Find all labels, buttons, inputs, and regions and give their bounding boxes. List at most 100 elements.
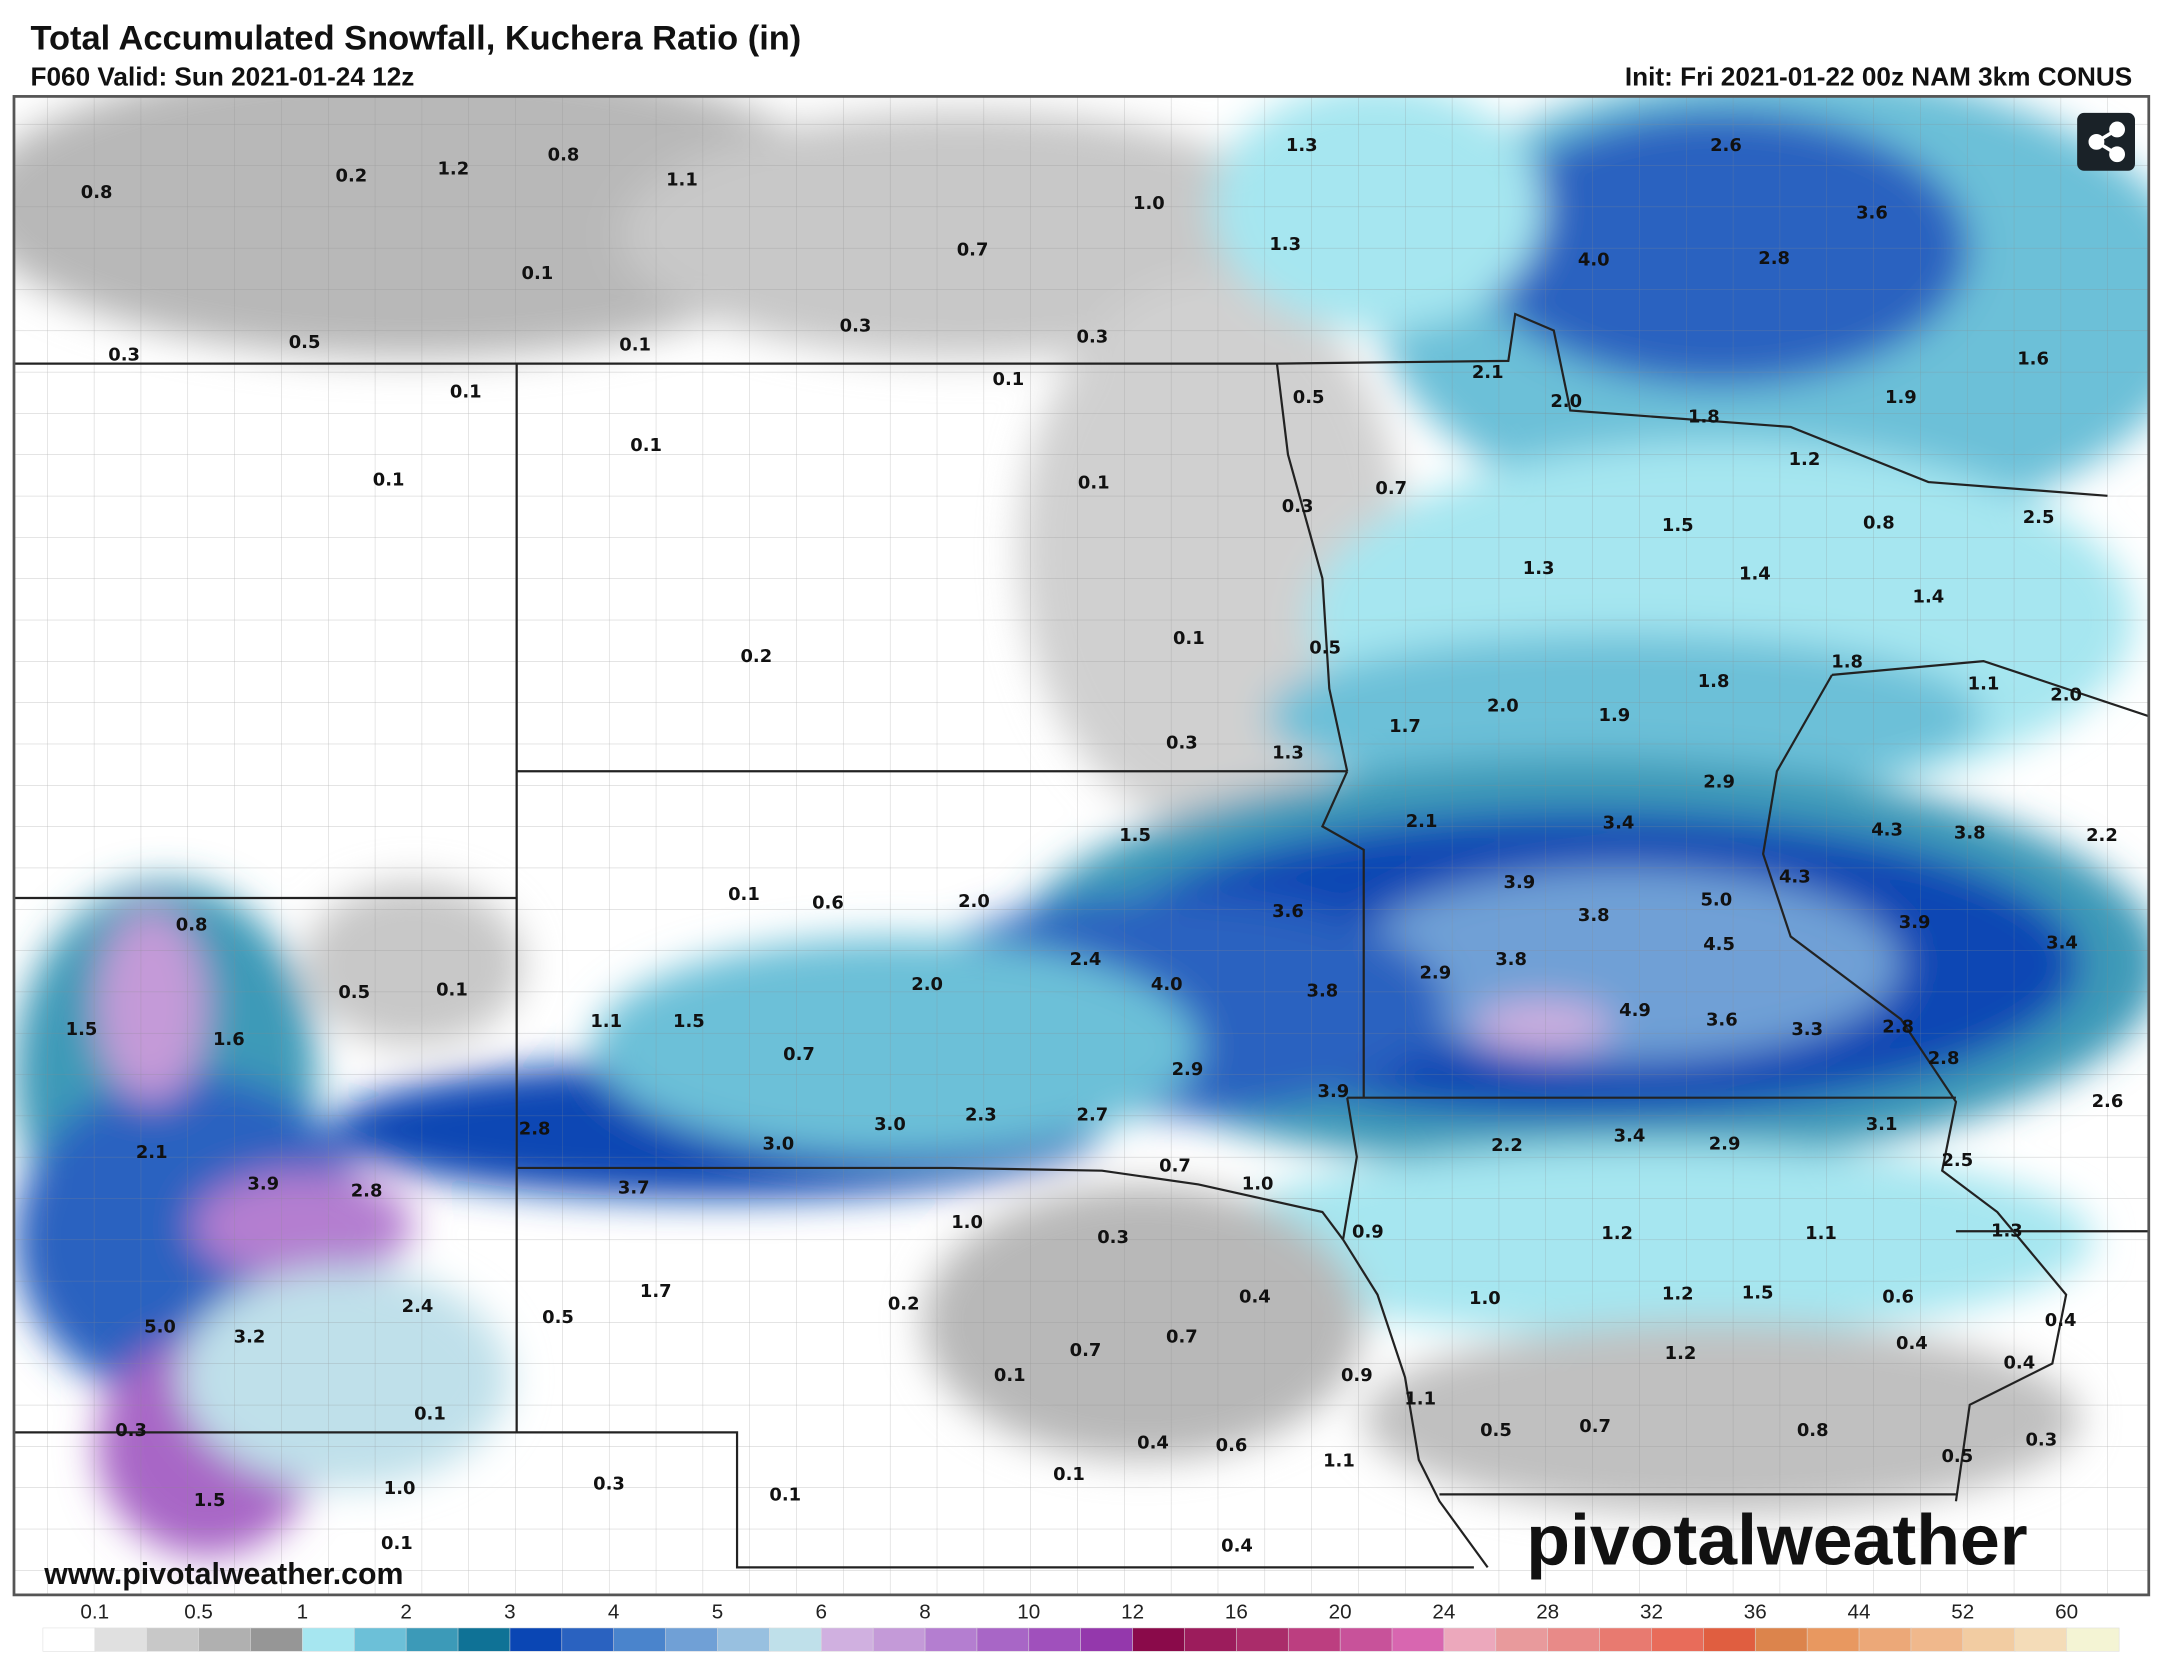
- snowfall-value-label: 0.1: [373, 470, 405, 491]
- snowfall-value-label: 1.5: [673, 1011, 705, 1032]
- snowfall-value-label: 0.7: [1375, 478, 1407, 499]
- snowfall-value-label: 1.9: [1885, 387, 1917, 408]
- snowfall-value-label: 1.2: [1789, 449, 1821, 470]
- snowfall-value-label: 3.3: [1791, 1019, 1823, 1040]
- snowfall-value-label: 2.1: [136, 1142, 168, 1163]
- snowfall-value-label: 0.8: [1863, 512, 1895, 533]
- snowfall-value-label: 1.7: [1389, 716, 1421, 737]
- watermark-url[interactable]: www.pivotalweather.com: [43, 1558, 403, 1591]
- snowfall-value-label: 0.3: [108, 344, 140, 365]
- snowfall-value-label: 0.1: [436, 979, 468, 1000]
- pivotalweather-logo: pivotalweather: [1526, 1501, 2027, 1581]
- legend-swatch: [42, 1627, 96, 1652]
- snowfall-value-label: 0.7: [783, 1044, 815, 1065]
- snowfall-value-label: 3.8: [1495, 949, 1527, 970]
- map-title: Total Accumulated Snowfall, Kuchera Rati…: [31, 20, 802, 58]
- legend-tick-label: 10: [1017, 1600, 1040, 1623]
- legend-tick-label: 52: [1951, 1600, 1974, 1623]
- snowfall-value-label: 3.6: [1856, 202, 1888, 223]
- legend-swatch: [302, 1627, 356, 1652]
- snowfall-value-label: 4.3: [1871, 820, 1903, 841]
- snowfall-value-label: 2.0: [958, 891, 990, 912]
- snowfall-value-label: 0.1: [1053, 1464, 1085, 1485]
- snowfall-value-label: 2.8: [1882, 1016, 1914, 1037]
- map-frame: [12, 95, 2151, 1597]
- snowfall-value-label: 0.7: [1070, 1340, 1102, 1361]
- snowfall-value-label: 3.7: [618, 1178, 650, 1199]
- snowfall-value-label: 0.8: [176, 915, 208, 936]
- snowfall-value-label: 1.8: [1698, 671, 1730, 692]
- snowfall-value-label: 1.8: [1688, 406, 1720, 427]
- legend-tick-label: 1: [297, 1600, 308, 1623]
- snowfall-value-label: 1.1: [590, 1011, 622, 1032]
- snowfall-value-label: 1.1: [1323, 1450, 1355, 1471]
- legend-swatch: [665, 1627, 719, 1652]
- legend-swatch: [1651, 1627, 1705, 1652]
- snowfall-value-label: 0.1: [728, 884, 760, 905]
- snowfall-value-label: 3.4: [1614, 1125, 1646, 1146]
- legend-tick-label: 2: [400, 1600, 411, 1623]
- share-button[interactable]: [2077, 112, 2135, 171]
- snowfall-value-label: 2.5: [2023, 507, 2055, 528]
- county-lines: [13, 96, 2149, 1595]
- snowfall-labels: 0.8 0.2 1.2 0.8 1.1 0.1 0.3 0.5 0.1 0.7 1.0 1.3 1.3 0…: [66, 135, 2124, 1557]
- map-area[interactable]: 0.8 0.2 1.2 0.8 1.1 0.1 0.3 0.5 0.1 0.7 1.0 1.3 1.3 0…: [0, 55, 2160, 1595]
- legend-tick-label: 6: [816, 1600, 827, 1623]
- legend-tick-label: 3: [504, 1600, 515, 1623]
- snowfall-value-label: 0.3: [1282, 496, 1314, 517]
- snowfall-value-label: 0.6: [1216, 1435, 1248, 1456]
- snowfall-value-label: 1.5: [194, 1490, 226, 1511]
- snowfall-value-label: 0.4: [1221, 1536, 1253, 1557]
- snowfall-value-label: 1.3: [1286, 135, 1318, 156]
- snowfall-value-label: 3.8: [1578, 905, 1610, 926]
- snowfall-value-label: 0.1: [619, 335, 651, 356]
- snowfall-value-label: 1.0: [1133, 193, 1165, 214]
- legend-swatch: [1236, 1627, 1290, 1652]
- snowfall-value-label: 0.5: [542, 1307, 574, 1328]
- init-time: Init: Fri 2021-01-22 00z NAM 3km CONUS: [1625, 61, 2132, 91]
- legend-tick-label: 5: [712, 1600, 723, 1623]
- snowfall-value-label: 0.4: [1137, 1432, 1169, 1453]
- snowfall-value-label: 2.9: [1419, 963, 1451, 984]
- snowfall-value-label: 2.0: [1550, 391, 1582, 412]
- snowfall-value-label: 0.7: [1579, 1416, 1611, 1437]
- snowfall-value-label: 4.0: [1578, 249, 1610, 270]
- legend-swatch: [1703, 1627, 1757, 1652]
- snowfall-value-label: 3.6: [1272, 901, 1304, 922]
- snowfall-value-label: 2.0: [1487, 696, 1519, 717]
- snowfall-value-label: 1.1: [1968, 674, 2000, 695]
- snowfall-value-label: 0.3: [2025, 1430, 2057, 1451]
- snowfall-value-label: 1.2: [1665, 1343, 1697, 1364]
- snowfall-value-label: 2.8: [519, 1118, 551, 1139]
- snowfall-value-label: 1.3: [1269, 234, 1301, 255]
- snowfall-value-label: 0.7: [1166, 1326, 1198, 1347]
- legend-swatch: [405, 1627, 459, 1652]
- snowfall-value-label: 1.0: [1242, 1173, 1274, 1194]
- snowfall-value-label: 0.5: [338, 982, 370, 1003]
- snowfall-value-label: 2.6: [1710, 135, 1742, 156]
- legend-swatch: [769, 1627, 823, 1652]
- legend-tick-label: 0.5: [184, 1600, 213, 1623]
- snowfall-value-label: 0.5: [1480, 1420, 1512, 1441]
- snowfall-value-label: 0.7: [1159, 1156, 1191, 1177]
- legend-swatch: [1443, 1627, 1497, 1652]
- snowfall-value-label: 1.3: [1991, 1220, 2023, 1241]
- legend-tick-label: 4: [608, 1600, 619, 1623]
- snowfall-value-label: 0.5: [1941, 1446, 1973, 1467]
- snowfall-value-label: 1.6: [2017, 348, 2049, 369]
- legend-swatch: [250, 1627, 304, 1652]
- snowfall-value-label: 2.6: [2092, 1091, 2124, 1112]
- snowfall-value-label: 3.6: [1706, 1010, 1738, 1031]
- snowfall-value-label: 3.4: [1603, 813, 1635, 834]
- legend-tick-label: 44: [1848, 1600, 1871, 1623]
- legend-swatch: [1547, 1627, 1601, 1652]
- snowfall-value-label: 3.9: [1318, 1081, 1350, 1102]
- snowfall-value-label: 0.2: [888, 1293, 920, 1314]
- snowfall-value-label: 0.3: [1097, 1227, 1129, 1248]
- snowfall-value-label: 0.9: [1352, 1222, 1384, 1243]
- legend-swatch: [1910, 1627, 1964, 1652]
- legend-swatch: [976, 1627, 1030, 1652]
- snowfall-value-label: 2.5: [1941, 1150, 1973, 1171]
- snowfall-value-label: 4.3: [1779, 866, 1811, 887]
- snowfall-value-label: 0.4: [2045, 1310, 2077, 1331]
